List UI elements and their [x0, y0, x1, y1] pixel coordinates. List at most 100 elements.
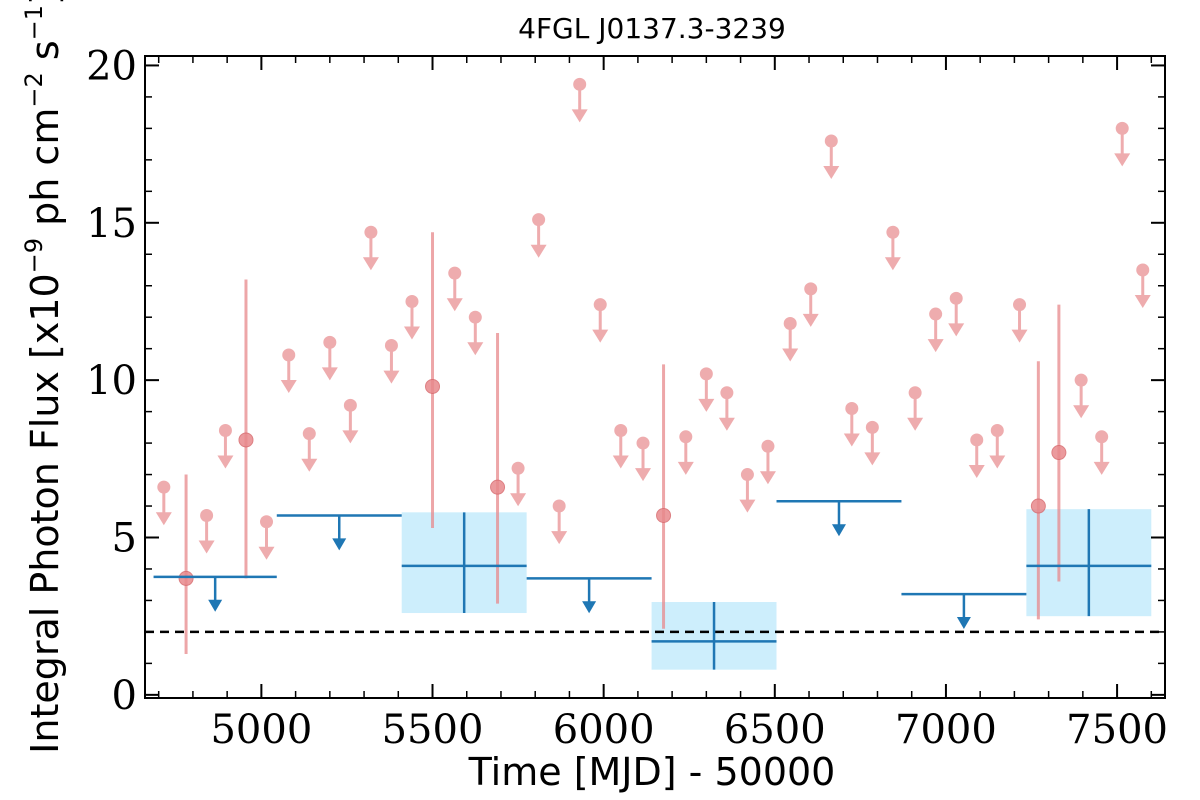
long-bin-limit-arrowhead	[831, 524, 846, 537]
upper-limit-arrowhead	[280, 380, 297, 394]
short-bin-upper-limit-20	[677, 430, 694, 475]
upper-limit-arrowhead	[823, 166, 840, 180]
short-bin-detection-1	[238, 279, 254, 579]
upper-limit-arrowhead	[258, 546, 275, 560]
short-bin-upper-limit-16	[571, 77, 588, 123]
short-bin-detection-5	[1030, 361, 1046, 620]
x-tick-label-4: 7000	[895, 707, 997, 753]
long-bin-detection-1	[651, 602, 777, 670]
upper-limit-marker	[532, 213, 546, 227]
short-bin-detection-3	[490, 332, 506, 604]
short-bin-upper-limit-9	[383, 339, 400, 384]
short-bin-detection-6	[1051, 304, 1067, 582]
y-tick-label-2: 10	[86, 358, 137, 404]
upper-limit-marker	[302, 427, 316, 441]
short-bin-upper-limit-11	[446, 266, 463, 312]
upper-limit-arrowhead	[217, 455, 234, 469]
upper-limit-arrowhead	[301, 458, 318, 472]
short-bin-upper-limit-13	[510, 461, 527, 507]
plot-frame	[144, 55, 1166, 699]
upper-limit-arrowhead	[467, 342, 484, 356]
upper-limit-marker	[573, 77, 587, 91]
upper-limit-arrowhead	[884, 257, 901, 271]
upper-limit-arrowhead	[718, 417, 735, 431]
short-bin-upper-limit-3	[258, 515, 275, 560]
y-axis-label-end: s	[23, 40, 67, 72]
upper-limit-arrowhead	[782, 348, 799, 362]
y-axis-label-exp2: −2	[20, 72, 48, 107]
upper-limit-marker	[679, 430, 693, 444]
short-bin-upper-limit-17	[592, 298, 609, 343]
long-bin-upper-limit-2	[526, 577, 652, 614]
upper-limit-arrowhead	[677, 461, 694, 475]
upper-limit-marker	[157, 480, 171, 494]
upper-limit-arrowhead	[907, 417, 924, 431]
upper-limit-arrowhead	[802, 313, 819, 327]
short-bin-upper-limit-36	[1011, 298, 1028, 343]
upper-limit-arrowhead	[1073, 405, 1090, 419]
upper-limit-marker	[552, 499, 566, 513]
short-bin-upper-limit-12	[467, 310, 484, 356]
upper-limit-marker	[218, 424, 232, 437]
y-axis-label-exp3: −1	[20, 5, 48, 40]
upper-limit-arrowhead	[1011, 329, 1028, 343]
short-bin-upper-limit-26	[802, 282, 819, 327]
upper-limit-arrowhead	[155, 512, 172, 526]
x-tick-label-2: 6000	[553, 707, 655, 753]
upper-limit-arrowhead	[843, 433, 860, 447]
x-tick-label-3: 6500	[724, 707, 826, 753]
upper-limit-arrowhead	[592, 329, 609, 343]
detection-marker	[238, 432, 254, 448]
upper-limit-arrowhead	[403, 326, 420, 340]
detection-marker	[178, 570, 194, 586]
x-tick-label-0: 5000	[210, 707, 312, 753]
short-bin-upper-limit-10	[403, 294, 420, 340]
upper-limit-arrowhead	[968, 464, 985, 478]
upper-limit-marker	[929, 307, 943, 321]
short-bin-upper-limit-15	[551, 499, 568, 545]
upper-limit-arrowhead	[362, 257, 379, 271]
upper-limit-arrowhead	[698, 398, 715, 412]
upper-limit-marker	[824, 134, 838, 148]
short-bin-upper-limit-24	[759, 439, 776, 485]
short-bin-upper-limit-25	[782, 317, 799, 362]
chart-title: 4FGL J0137.3-3239	[518, 12, 786, 45]
upper-limit-marker	[761, 439, 775, 453]
short-bin-upper-limit-39	[1114, 121, 1131, 167]
upper-limit-marker	[908, 386, 922, 400]
upper-limit-marker	[468, 310, 482, 324]
upper-limit-marker	[260, 515, 274, 529]
upper-limit-arrowhead	[635, 468, 652, 482]
upper-limit-marker	[282, 348, 296, 362]
upper-limit-marker	[1013, 298, 1027, 312]
y-axis-label: Integral Photon Flux [x10−9 ph cm−2 s−1]	[20, 0, 67, 754]
x-tick-label-1: 5500	[382, 707, 484, 753]
upper-limit-marker	[949, 291, 963, 305]
short-bin-upper-limit-38	[1093, 430, 1110, 475]
short-bin-upper-limit-31	[907, 386, 924, 431]
upper-limit-arrowhead	[759, 471, 776, 485]
axes	[144, 55, 1166, 699]
upper-limit-marker	[699, 367, 713, 381]
short-bin-upper-limit-30	[884, 225, 901, 271]
y-tick-label-4: 20	[86, 43, 137, 89]
detection-marker	[1030, 498, 1046, 514]
upper-limit-marker	[720, 386, 734, 400]
tick-labels: 5000 5500 6000 6500 7000 7500 0 5 10 15 20	[86, 43, 1168, 753]
short-bin-upper-limit-27	[823, 134, 840, 180]
long-bin-limit-arrowhead	[332, 538, 347, 551]
upper-limit-marker	[1074, 373, 1088, 387]
y-tick-label-0: 0	[112, 673, 137, 719]
short-bin-points	[155, 77, 1151, 654]
long-bin-detection-2	[1026, 509, 1152, 617]
y-tick-label-3: 15	[86, 201, 137, 247]
y-axis-label-mid: ph cm	[23, 108, 67, 238]
short-bin-upper-limit-7	[342, 398, 359, 444]
short-bin-upper-limit-18	[612, 424, 629, 469]
upper-limit-arrowhead	[510, 493, 527, 507]
upper-limit-marker	[384, 339, 398, 353]
upper-limit-arrowhead	[198, 540, 215, 554]
upper-limit-marker	[970, 433, 984, 447]
upper-limit-arrowhead	[989, 455, 1006, 469]
